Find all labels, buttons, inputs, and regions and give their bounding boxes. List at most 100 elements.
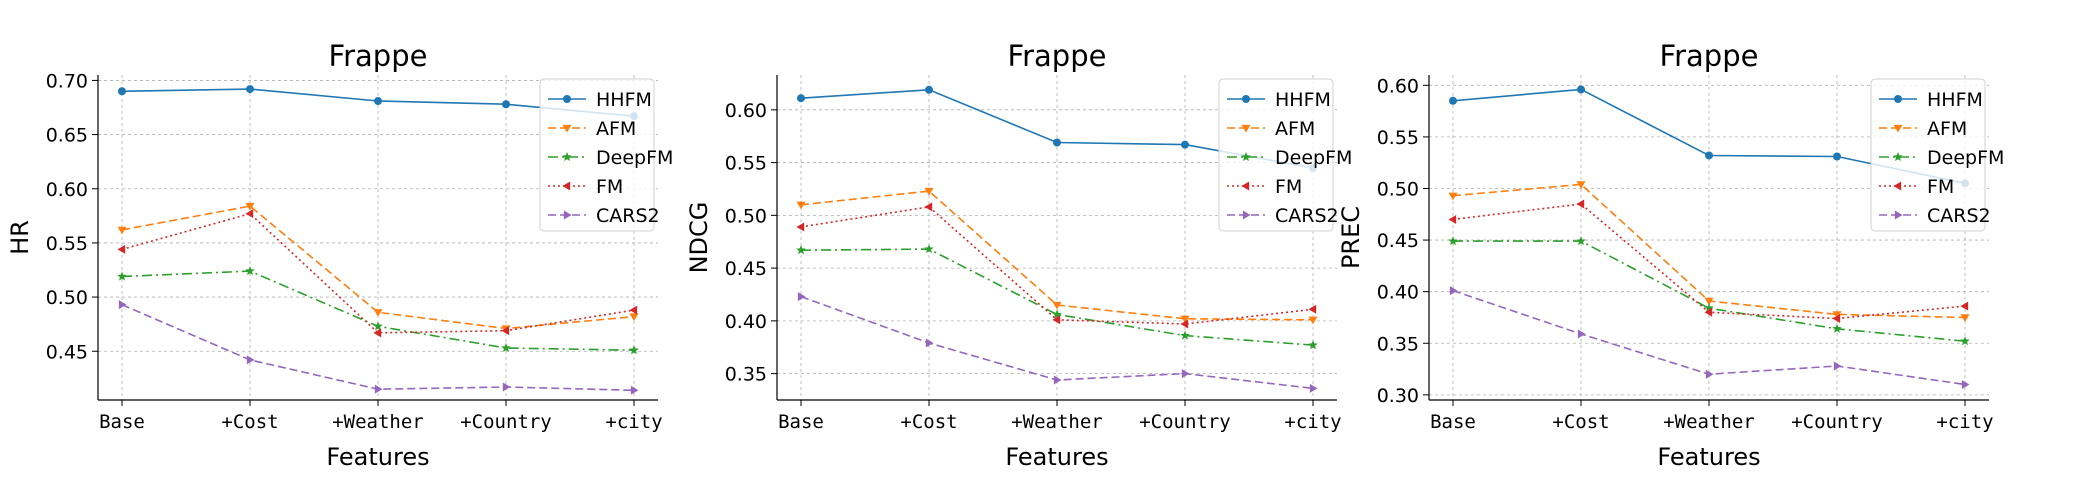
legend-marker-fm bbox=[1893, 181, 1902, 191]
point-hhfm bbox=[1833, 152, 1841, 161]
x-axis-label: Features bbox=[1657, 443, 1760, 471]
y-tick-label: 0.45 bbox=[725, 258, 767, 280]
point-fm bbox=[924, 202, 933, 212]
legend-marker-hhfm bbox=[563, 95, 571, 103]
point-fm bbox=[1052, 315, 1061, 325]
point-hhfm bbox=[1181, 140, 1189, 149]
x-tick-label: Base bbox=[778, 411, 824, 433]
x-tick-label: +Cost bbox=[1552, 411, 1609, 433]
point-afm bbox=[117, 226, 127, 235]
x-tick-label: +Weather bbox=[332, 411, 424, 433]
legend-label-cars2: CARS2 bbox=[1275, 205, 1339, 227]
point-deepfm bbox=[1052, 309, 1062, 319]
y-tick-label: 0.45 bbox=[46, 341, 88, 363]
legend-label-deepfm: DeepFM bbox=[1927, 147, 2004, 169]
legend-marker-hhfm bbox=[1894, 95, 1902, 103]
legend-marker-hhfm bbox=[1242, 95, 1250, 103]
y-tick-label: 0.45 bbox=[1377, 230, 1419, 252]
point-afm bbox=[1180, 315, 1190, 324]
point-deepfm bbox=[629, 345, 639, 355]
point-hhfm bbox=[374, 97, 382, 105]
point-cars2 bbox=[1577, 329, 1586, 339]
point-deepfm bbox=[924, 244, 934, 254]
point-afm bbox=[1960, 314, 1970, 322]
point-fm bbox=[245, 209, 254, 219]
legend-marker-cars2 bbox=[1894, 210, 1903, 220]
y-axis-label: PREC bbox=[1337, 206, 1365, 269]
point-cars2 bbox=[630, 385, 639, 395]
y-tick-label: 0.30 bbox=[1377, 385, 1419, 407]
y-tick-label: 0.65 bbox=[46, 125, 88, 147]
series-line-deepfm bbox=[1453, 240, 1966, 342]
point-afm bbox=[1448, 192, 1458, 201]
point-cars2 bbox=[374, 384, 383, 394]
legend-marker-deepfm bbox=[1241, 152, 1251, 162]
point-deepfm bbox=[796, 245, 806, 255]
point-cars2 bbox=[502, 382, 511, 392]
legend-label-fm: FM bbox=[1275, 176, 1302, 198]
point-fm bbox=[1308, 304, 1317, 314]
x-tick-label: +city bbox=[1284, 411, 1341, 433]
legend-marker-cars2 bbox=[1242, 210, 1251, 220]
point-hhfm bbox=[1577, 85, 1585, 94]
y-tick-label: 0.50 bbox=[725, 205, 767, 227]
legend-label-afm: AFM bbox=[1275, 118, 1315, 140]
point-afm bbox=[1576, 181, 1586, 189]
point-fm bbox=[117, 244, 126, 254]
legend-label-cars2: CARS2 bbox=[1927, 205, 1991, 227]
point-deepfm bbox=[245, 266, 255, 276]
point-fm bbox=[1576, 199, 1585, 209]
legend-label-afm: AFM bbox=[1927, 118, 1967, 140]
point-afm bbox=[245, 202, 255, 211]
x-tick-label: +Cost bbox=[900, 411, 957, 433]
chart-panel-1: 0.45 0.50 0.55 0.60 0.65 0.70 Base +Cost +Weathe… bbox=[6, 39, 673, 471]
y-tick-label: 0.40 bbox=[725, 311, 767, 333]
legend-label-hhfm: HHFM bbox=[1927, 89, 1983, 111]
point-cars2 bbox=[246, 355, 255, 365]
legend-label-deepfm: DeepFM bbox=[1275, 147, 1352, 169]
point-fm bbox=[1180, 319, 1189, 329]
point-fm bbox=[796, 222, 805, 232]
y-tick-label: 0.55 bbox=[1377, 127, 1419, 149]
point-afm bbox=[1052, 301, 1062, 310]
point-cars2 bbox=[1181, 369, 1190, 379]
point-cars2 bbox=[1309, 383, 1318, 393]
point-afm bbox=[924, 187, 934, 196]
point-deepfm bbox=[1832, 323, 1842, 333]
legend-label-hhfm: HHFM bbox=[1275, 89, 1331, 111]
point-cars2 bbox=[1833, 361, 1842, 371]
point-fm bbox=[1704, 307, 1713, 317]
point-hhfm bbox=[1705, 151, 1713, 160]
x-tick-label: +Weather bbox=[1663, 411, 1755, 433]
y-tick-label: 0.70 bbox=[46, 70, 88, 92]
point-cars2 bbox=[925, 338, 934, 348]
point-hhfm bbox=[925, 85, 933, 94]
point-afm bbox=[1832, 311, 1842, 319]
y-axis-label: HR bbox=[6, 220, 34, 255]
point-hhfm bbox=[1449, 96, 1457, 105]
point-deepfm bbox=[501, 343, 511, 353]
legend-marker-fm bbox=[1241, 181, 1250, 191]
x-tick-label: Base bbox=[99, 411, 145, 433]
point-fm bbox=[1448, 214, 1457, 224]
point-deepfm bbox=[1308, 340, 1318, 350]
x-tick-label: +Weather bbox=[1011, 411, 1103, 433]
legend-marker-deepfm bbox=[1893, 152, 1903, 162]
y-tick-label: 0.55 bbox=[725, 153, 767, 175]
legend-box bbox=[1218, 78, 1334, 232]
point-deepfm bbox=[373, 321, 383, 331]
x-tick-label: +Country bbox=[460, 411, 552, 433]
point-afm bbox=[629, 313, 639, 322]
point-afm bbox=[373, 309, 383, 317]
y-tick-label: 0.60 bbox=[725, 100, 767, 122]
point-fm bbox=[501, 326, 510, 336]
chart-panel-2: 0.35 0.40 0.45 0.50 0.55 0.60 Base +Cost +Weathe… bbox=[685, 39, 1352, 471]
point-hhfm bbox=[1053, 138, 1061, 147]
y-tick-label: 0.60 bbox=[46, 179, 88, 201]
y-tick-label: 0.40 bbox=[1377, 282, 1419, 304]
legend-marker-afm bbox=[1893, 124, 1903, 133]
point-deepfm bbox=[1180, 330, 1190, 340]
point-hhfm bbox=[797, 94, 805, 103]
